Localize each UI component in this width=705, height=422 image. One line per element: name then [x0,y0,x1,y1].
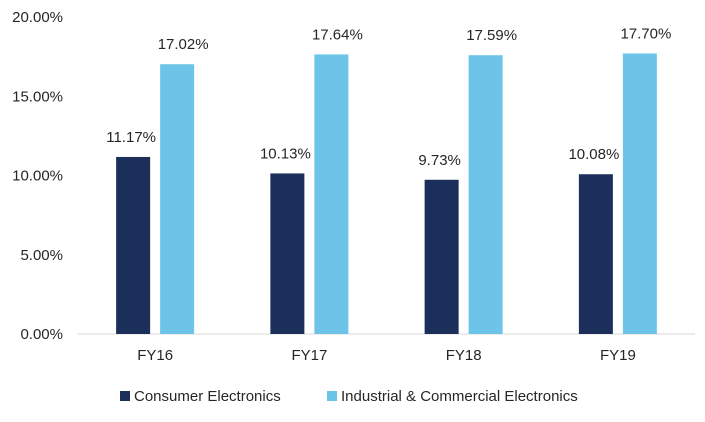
x-tick-label: FY18 [446,347,482,364]
y-tick-label: 0.00% [20,326,63,343]
bars [116,53,657,335]
data-label: 10.08% [568,146,619,163]
bar-consumer-fy16 [116,156,151,334]
data-labels: 11.17% 17.02% 10.13% 17.64% 9.73% 17.59% 10.08… [106,25,671,168]
bar-industrial-fy19 [622,53,657,335]
bar-consumer-fy17 [270,173,305,334]
data-label: 17.02% [158,36,209,53]
bar-consumer-fy19 [578,174,613,334]
y-tick-label: 20.00% [12,9,63,26]
legend-label: Consumer Electronics [134,388,281,405]
x-tick-label: FY19 [600,347,636,364]
x-tick-label: FY16 [137,347,173,364]
data-label: 17.70% [620,25,671,42]
data-label: 17.59% [466,27,517,44]
y-axis: 0.00% 5.00% 10.00% 15.00% 20.00% [12,9,63,343]
bar-industrial-fy16 [160,64,195,334]
legend-swatch [327,391,337,401]
data-label: 11.17% [106,129,156,146]
bar-industrial-fy17 [314,54,349,334]
legend: Consumer Electronics Industrial & Commerc… [120,388,578,405]
y-tick-label: 5.00% [20,247,63,264]
data-label: 9.73% [418,152,461,169]
data-label: 17.64% [312,26,363,43]
data-label: 10.13% [260,145,311,162]
x-axis: FY16 FY17 FY18 FY19 [137,347,636,364]
bar-industrial-fy18 [468,55,503,335]
y-tick-label: 15.00% [12,88,63,105]
x-tick-label: FY17 [291,347,327,364]
legend-swatch [120,391,130,401]
y-tick-label: 10.00% [12,168,63,185]
bar-consumer-fy18 [424,179,459,334]
legend-label: Industrial & Commercial Electronics [341,388,578,405]
